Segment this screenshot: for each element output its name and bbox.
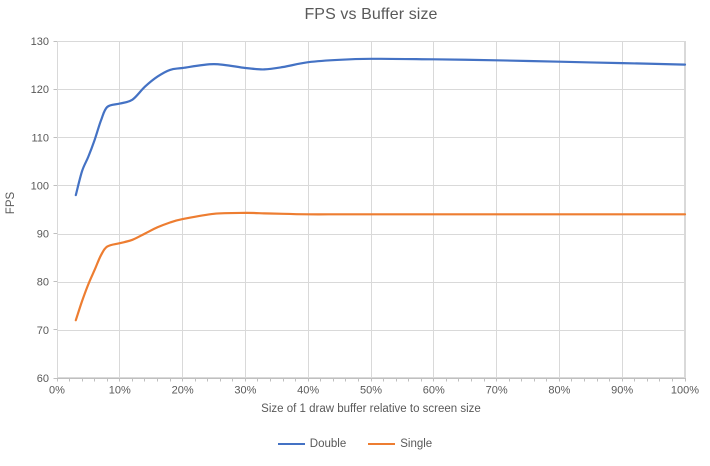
y-tick-label: 120 [31,84,49,96]
x-axis-title: Size of 1 draw buffer relative to screen… [261,403,481,415]
x-tick-label: 40% [297,385,319,397]
x-tick-label: 20% [172,385,194,397]
x-tick-label: 30% [234,385,256,397]
legend-label-single: Single [400,438,433,450]
y-tick-label: 100 [31,180,49,192]
x-tick-label: 0% [49,385,65,397]
legend-label-double: Double [309,438,347,450]
x-tick-label: 10% [109,385,131,397]
y-tick-label: 110 [31,132,49,144]
y-tick-label: 80 [37,277,49,289]
series-line-single[interactable] [74,211,687,322]
legend-item-single[interactable]: Single [368,438,432,450]
x-tick-label: 70% [486,385,508,397]
y-tick-label: 130 [31,36,49,48]
legend-line-icon-double [277,443,305,445]
x-tick-label: 60% [423,385,445,397]
y-tick-label: 60 [37,373,49,385]
legend-item-double[interactable]: Double [277,438,347,450]
chart-title: FPS vs Buffer size [304,6,438,23]
x-tick-label: 90% [611,385,633,397]
plot-border [57,41,685,378]
x-tick-label: 80% [548,385,570,397]
y-tick-label: 90 [37,229,49,241]
legend: Double Single [0,438,710,450]
x-tick-label: 100% [671,385,699,397]
y-tick-label: 70 [37,325,49,337]
legend-line-icon-single [368,443,396,445]
series-line-double[interactable] [74,57,687,197]
x-tick-label: 50% [360,385,382,397]
